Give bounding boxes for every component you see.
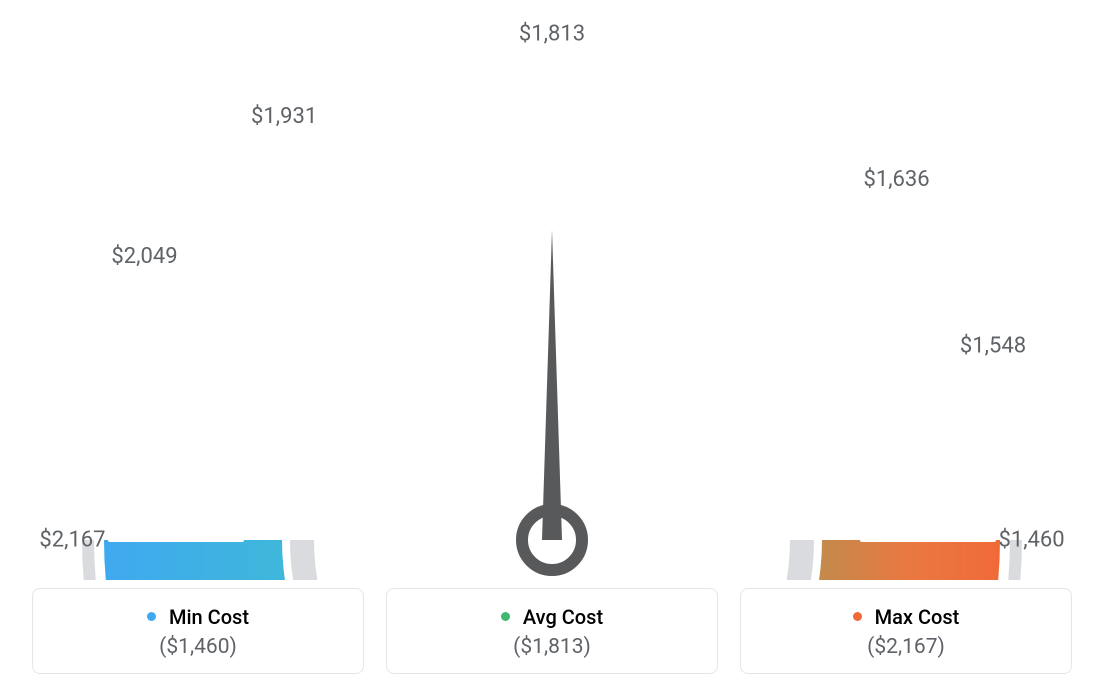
gauge-tick-label: $2,049 [111, 244, 177, 269]
legend-title-text: Max Cost [875, 605, 960, 629]
legend-card-min: Min Cost ($1,460) [32, 588, 364, 674]
legend-value-min: ($1,460) [33, 635, 363, 659]
cost-gauge-chart: $1,460 $1,548 $1,636 $1,813 $1,931 $2,049 $2,1… [22, 20, 1082, 580]
gauge-tick-label: $1,636 [863, 167, 929, 192]
dot-icon [853, 612, 862, 621]
legend-value-max: ($2,167) [741, 635, 1071, 659]
legend-card-avg: Avg Cost ($1,813) [386, 588, 718, 674]
gauge-tick-label: $1,548 [960, 334, 1026, 359]
dot-icon [147, 612, 156, 621]
legend-title-text: Min Cost [169, 605, 249, 629]
legend-card-max: Max Cost ($2,167) [740, 588, 1072, 674]
gauge-tick-label: $1,460 [998, 528, 1064, 553]
gauge-tick-label: $1,931 [251, 104, 317, 129]
dot-icon [501, 612, 510, 621]
legend-title-max: Max Cost [741, 605, 1071, 629]
legend-title-avg: Avg Cost [387, 605, 717, 629]
gauge-tick-label: $2,167 [39, 528, 105, 553]
gauge-tick-label: $1,813 [519, 22, 585, 47]
legend-title-text: Avg Cost [523, 605, 603, 629]
legend-row: Min Cost ($1,460) Avg Cost ($1,813) Max … [32, 588, 1072, 674]
legend-value-avg: ($1,813) [387, 635, 717, 659]
legend-title-min: Min Cost [33, 605, 363, 629]
gauge-svg [22, 20, 1082, 580]
